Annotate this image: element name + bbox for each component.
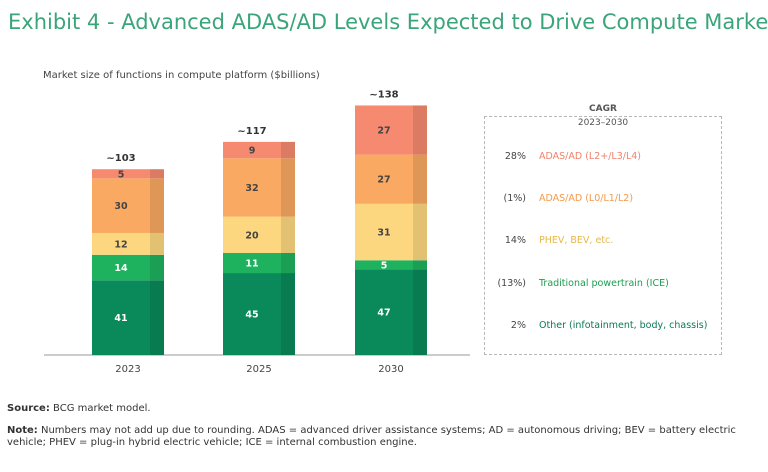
x-tick-label: 2030 <box>378 364 403 375</box>
source-label: Source: <box>7 403 50 414</box>
data-label: 14 <box>114 263 128 274</box>
bar-segment-shade <box>150 232 164 255</box>
data-label: 32 <box>245 183 258 194</box>
bar-segment <box>355 260 427 270</box>
legend-series-name: PHEV, BEV, etc. <box>539 235 614 246</box>
legend-cagr-value: 14% <box>504 235 526 246</box>
bar-total-label: ~138 <box>369 89 398 100</box>
data-label: 9 <box>249 146 256 157</box>
note-text: Numbers may not add up due to rounding. … <box>7 425 736 448</box>
bar-segment <box>92 254 164 281</box>
bar-segment-shade <box>281 253 295 274</box>
chart-subtitle: Market size of functions in compute plat… <box>43 70 320 81</box>
bar-segment <box>355 154 427 204</box>
bar-total-label: ~117 <box>237 126 266 137</box>
legend-cagr-value: 28% <box>504 151 526 162</box>
bar-segment <box>223 216 295 253</box>
data-label: 12 <box>114 239 127 250</box>
bar-segment <box>223 273 295 355</box>
bar-segment <box>92 178 164 233</box>
stacked-bar-chart: 41 14 12 30 5 ~103 2023 45 11 20 32 9 ~117 2025 47 5 31 2… <box>44 89 470 375</box>
data-label: 45 <box>245 310 258 321</box>
source-note: Source: BCG market model. <box>7 403 151 414</box>
data-label: 5 <box>118 169 125 180</box>
legend-cagr-value: (1%) <box>503 193 526 204</box>
bar-segment <box>355 105 427 155</box>
bar-segment-shade <box>413 269 427 355</box>
legend-item: 2% Other (infotainment, body, chassis) <box>485 320 721 334</box>
bar-segment <box>92 232 164 255</box>
bar-segment-shade <box>281 216 295 253</box>
bar-segment <box>223 253 295 274</box>
data-label: 27 <box>377 175 390 186</box>
bar-segment-shade <box>281 158 295 217</box>
page-title: Exhibit 4 - Advanced ADAS/AD Levels Expe… <box>8 10 768 34</box>
bar-segment-shade <box>413 260 427 270</box>
bar-segment-shade <box>150 178 164 233</box>
cagr-legend: CAGR 2023–2030 28% ADAS/AD (L2+/L3/L4) (1%… <box>484 104 722 355</box>
data-label: 30 <box>114 201 128 212</box>
data-label: 47 <box>377 308 390 319</box>
bar-segment-shade <box>150 169 164 179</box>
data-label: 31 <box>377 228 390 239</box>
legend-series-name: Other (infotainment, body, chassis) <box>539 320 708 331</box>
legend-series-name: Traditional powertrain (ICE) <box>539 278 669 289</box>
bar-segment <box>92 169 164 179</box>
bar-segment <box>223 141 295 159</box>
data-label: 41 <box>114 313 127 324</box>
bar-segment-shade <box>150 254 164 281</box>
bar-segment-shade <box>413 203 427 261</box>
bar-segment-shade <box>413 105 427 155</box>
data-label: 20 <box>245 230 259 241</box>
legend-item: 28% ADAS/AD (L2+/L3/L4) <box>485 151 721 165</box>
note-label: Note: <box>7 425 38 436</box>
bar-total-label: ~103 <box>106 153 135 164</box>
bar-segment-shade <box>150 280 164 355</box>
legend-item: (1%) ADAS/AD (L0/L1/L2) <box>485 193 721 207</box>
bar-segment <box>92 280 164 355</box>
cagr-heading: CAGR <box>589 104 617 114</box>
legend-cagr-value: 2% <box>510 320 526 331</box>
cagr-period: 2023–2030 <box>577 118 629 128</box>
bar-segment-shade <box>413 154 427 204</box>
footnote: Note: Numbers may not add up due to roun… <box>7 425 752 448</box>
data-label: 27 <box>377 126 390 137</box>
x-tick-label: 2023 <box>115 364 140 375</box>
bar-segment <box>355 203 427 261</box>
bar-segment <box>355 269 427 355</box>
bar-segment-shade <box>281 141 295 159</box>
legend-cagr-value: (13%) <box>497 278 526 289</box>
data-label: 11 <box>245 259 258 270</box>
legend-series-name: ADAS/AD (L0/L1/L2) <box>539 193 634 204</box>
legend-item: 14% PHEV, BEV, etc. <box>485 235 721 249</box>
source-text: BCG market model. <box>49 403 151 414</box>
legend-series-name: ADAS/AD (L2+/L3/L4) <box>539 151 641 162</box>
bar-segment-shade <box>281 273 295 355</box>
data-label: 5 <box>381 260 388 271</box>
x-tick-label: 2025 <box>246 364 271 375</box>
bar-segment <box>223 158 295 217</box>
legend-item: (13%) Traditional powertrain (ICE) <box>485 278 721 292</box>
